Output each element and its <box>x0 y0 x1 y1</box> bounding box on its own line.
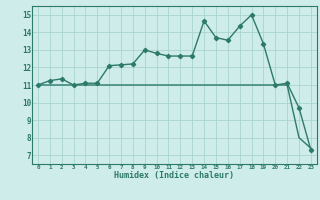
X-axis label: Humidex (Indice chaleur): Humidex (Indice chaleur) <box>115 171 234 180</box>
